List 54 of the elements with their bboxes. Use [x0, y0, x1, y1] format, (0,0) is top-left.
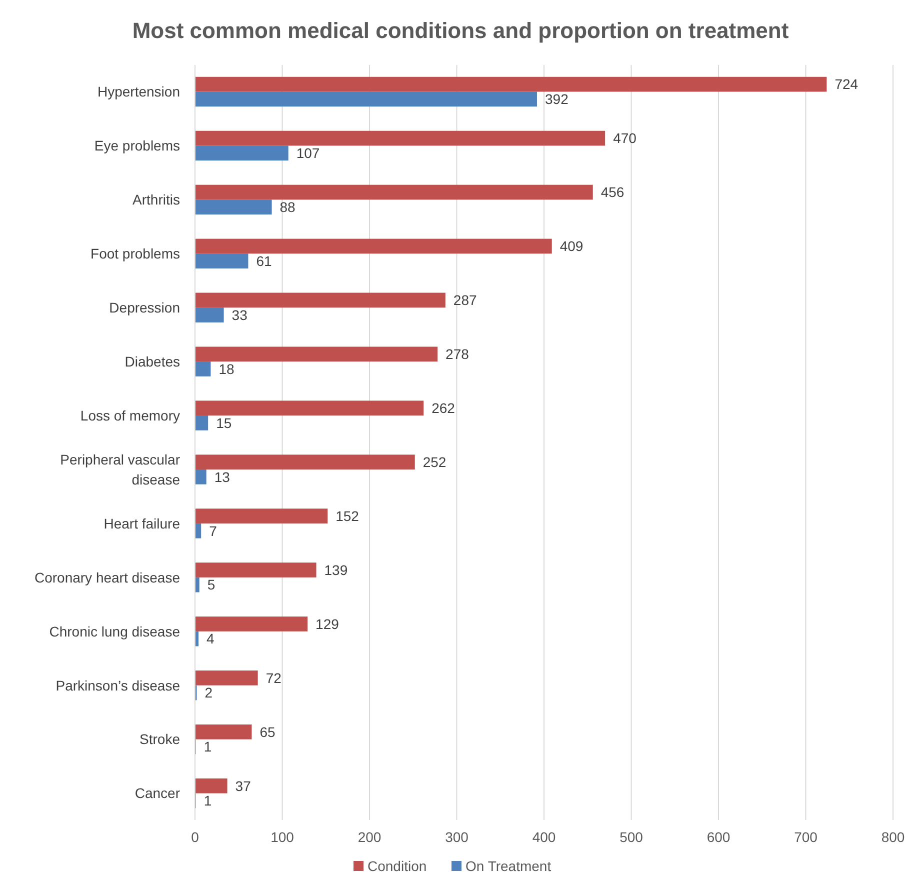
data-label: 470 [613, 130, 637, 146]
y-tick-label: Depression [109, 299, 180, 316]
data-label: 65 [260, 724, 276, 740]
data-label: 278 [446, 346, 470, 362]
data-label: 1 [204, 738, 212, 755]
data-label: 409 [560, 238, 584, 254]
data-label: 4 [206, 630, 214, 647]
data-label: 72 [266, 670, 282, 686]
y-tick-label: Stroke [140, 731, 180, 748]
y-tick-label: Peripheral vascular disease [60, 451, 180, 488]
x-tick-label: 700 [794, 829, 818, 845]
x-tick-label: 200 [358, 829, 382, 845]
x-tick-label: 400 [532, 829, 556, 845]
chart-title: Most common medical conditions and proportion on treatment [132, 18, 790, 43]
data-label: 37 [235, 778, 252, 794]
data-label: 2 [204, 684, 213, 701]
data-label: 18 [218, 360, 234, 377]
y-tick-label: Chronic lung disease [49, 623, 180, 640]
y-tick-label: Cancer [134, 785, 180, 802]
y-tick-label: Heart failure [104, 515, 180, 532]
x-tick-label: 800 [881, 829, 905, 845]
data-label: 1 [204, 792, 212, 809]
x-tick-label: 100 [270, 829, 294, 845]
y-tick-label: Hypertension [98, 84, 180, 100]
y-tick-label: Coronary heart disease [34, 569, 180, 586]
data-label: 287 [453, 292, 477, 308]
legend-label: On Treatment [466, 858, 552, 874]
x-tick-label: 600 [706, 829, 730, 845]
data-label: 392 [545, 91, 569, 108]
data-label: 456 [600, 184, 624, 200]
data-label: 13 [214, 468, 230, 485]
y-tick-label: Diabetes [124, 353, 180, 370]
data-label: 152 [336, 508, 360, 524]
legend-label: Condition [368, 858, 427, 874]
data-label: 139 [324, 562, 348, 578]
x-tick-label: 300 [445, 829, 469, 845]
data-label: 88 [280, 198, 296, 215]
data-label: 724 [834, 76, 858, 92]
data-label: 262 [432, 400, 456, 416]
data-label: 33 [232, 306, 248, 323]
data-label: 107 [296, 145, 320, 161]
y-tick-label: Loss of memory [80, 407, 180, 424]
data-label: 129 [316, 616, 340, 632]
y-tick-label: Parkinson’s disease [56, 677, 180, 694]
y-tick-label: Eye problems [94, 138, 180, 154]
x-tick-label: 0 [191, 829, 200, 845]
data-label: 5 [207, 576, 216, 593]
y-tick-label: Arthritis [132, 192, 180, 208]
data-label: 252 [422, 454, 446, 470]
y-tick-label: Foot problems [90, 246, 180, 262]
x-tick-label: 500 [620, 829, 644, 845]
data-label: 7 [209, 522, 218, 539]
data-label: 61 [256, 252, 272, 269]
data-label: 15 [216, 414, 232, 431]
